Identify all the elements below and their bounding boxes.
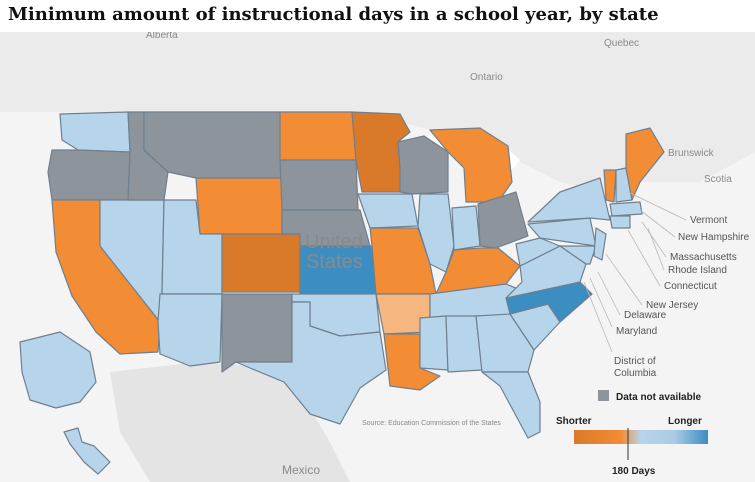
state-maryland[interactable] xyxy=(559,245,597,265)
legend: Data not available Shorter Longer 180 Da… xyxy=(556,390,708,477)
state-new-mexico[interactable] xyxy=(221,293,293,373)
state-colorado[interactable] xyxy=(221,233,301,293)
canada-land xyxy=(0,32,755,192)
legend-180-label: 180 Days xyxy=(612,466,656,477)
callout-maryland: Maryland xyxy=(616,326,657,337)
state-hawaii[interactable] xyxy=(63,427,111,475)
state-texas[interactable] xyxy=(235,301,387,425)
callout-new-jersey: New Jersey xyxy=(646,300,698,311)
state-florida[interactable] xyxy=(481,371,541,439)
states-layer xyxy=(19,111,665,475)
northeast-callouts: Vermont New Hampshire Massachusetts Rhod… xyxy=(583,191,750,379)
leader-massachusetts xyxy=(641,221,667,258)
callout-vermont: Vermont xyxy=(690,215,727,226)
state-alaska[interactable] xyxy=(19,331,97,409)
callout-district-2: Columbia xyxy=(614,368,657,379)
source-note: Source: Education Commission of the Stat… xyxy=(362,420,501,427)
callout-connecticut: Connecticut xyxy=(664,281,717,292)
us-state-map: Alberta Quebec Ontario Brunswick Scotia … xyxy=(0,32,755,482)
state-vermont[interactable] xyxy=(603,169,617,203)
mexico-land xyxy=(110,362,350,482)
state-ohio[interactable] xyxy=(477,191,529,249)
leader-new-hampshire xyxy=(639,209,676,238)
state-south-dakota[interactable] xyxy=(279,159,359,211)
state-connecticut[interactable] xyxy=(609,215,631,229)
state-north-dakota[interactable] xyxy=(279,111,357,161)
state-montana[interactable] xyxy=(143,111,283,179)
legend-na-swatch xyxy=(598,390,609,401)
legend-gradient-bar xyxy=(574,430,708,444)
state-mississippi[interactable] xyxy=(419,315,449,371)
leader-vermont xyxy=(627,191,687,221)
legend-longer: Longer xyxy=(668,416,702,427)
label-mexico: Mexico xyxy=(282,463,320,477)
callout-district-1: District of xyxy=(614,356,656,367)
callout-new-hampshire: New Hampshire xyxy=(678,232,750,243)
leader-connecticut xyxy=(627,229,661,287)
state-wisconsin[interactable] xyxy=(397,135,449,195)
label-scotia: Scotia xyxy=(704,174,732,185)
label-quebec: Quebec xyxy=(604,38,639,49)
state-new-york[interactable] xyxy=(527,177,611,223)
state-arizona[interactable] xyxy=(157,293,223,367)
label-ontario: Ontario xyxy=(470,72,503,83)
state-maine[interactable] xyxy=(625,127,665,201)
leader-new-jersey xyxy=(605,253,643,306)
state-massachusetts[interactable] xyxy=(609,201,643,217)
label-brunswick: Brunswick xyxy=(668,148,715,159)
state-oregon[interactable] xyxy=(47,149,131,201)
leader-delaware xyxy=(597,271,621,316)
label-united: United xyxy=(305,231,363,253)
leader-maryland xyxy=(589,277,613,328)
callout-massachusetts: Massachusetts xyxy=(670,252,737,263)
state-new-jersey[interactable] xyxy=(593,227,607,261)
leader-district xyxy=(583,281,613,353)
legend-shorter: Shorter xyxy=(556,416,592,427)
label-states: States xyxy=(306,251,363,273)
state-wyoming[interactable] xyxy=(195,177,283,235)
map-title: Minimum amount of instructional days in … xyxy=(8,4,659,25)
legend-na-label: Data not available xyxy=(616,392,701,403)
label-alberta: Alberta xyxy=(146,32,178,41)
callout-rhode-island: Rhode Island xyxy=(668,265,727,276)
state-indiana[interactable] xyxy=(451,205,481,251)
callout-delaware: Delaware xyxy=(624,310,667,321)
state-washington[interactable] xyxy=(59,111,131,153)
leader-rhode-island xyxy=(647,227,665,271)
